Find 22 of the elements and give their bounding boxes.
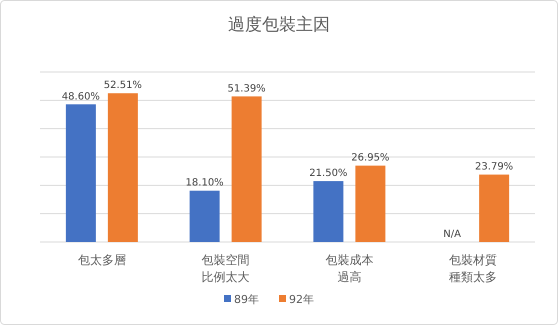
- x-tick-label: 包裝材質種類太多: [449, 253, 498, 284]
- legend-label: 92年: [289, 293, 314, 306]
- bar: [190, 190, 220, 242]
- bar: [355, 166, 386, 242]
- bar: [479, 174, 510, 242]
- data-label: 23.79%: [475, 162, 514, 173]
- bar: [108, 93, 138, 242]
- data-label: 48.60%: [62, 91, 100, 102]
- x-tick-label: 包裝空間比例太大: [202, 253, 250, 284]
- data-label: 21.50%: [309, 168, 348, 180]
- text: N/A: [443, 229, 461, 240]
- bar: [313, 181, 344, 242]
- legend-label: 89年: [234, 293, 259, 306]
- data-label: 26.95%: [351, 152, 390, 164]
- data-label: 18.10%: [186, 178, 224, 189]
- data-label: 52.51%: [104, 80, 142, 92]
- x-tick-label: 包太多層: [78, 253, 126, 267]
- bar: [232, 96, 262, 242]
- data-label: 51.39%: [228, 83, 266, 94]
- x-tick-label: 包裝成本過高: [325, 253, 374, 284]
- bar: [66, 104, 96, 242]
- chart-title: 過度包裝主因: [228, 15, 330, 35]
